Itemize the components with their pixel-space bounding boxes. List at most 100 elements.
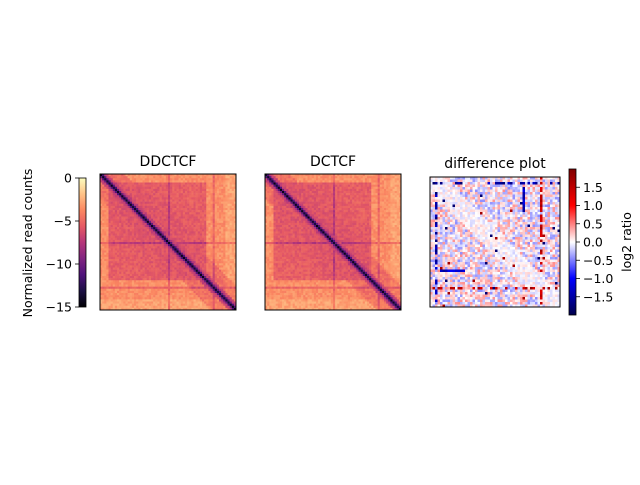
- heatmap-ddctcf-cell: [149, 248, 151, 250]
- heatmap-ddctcf-cell: [126, 176, 128, 178]
- heatmap-ddctcf-cell: [113, 257, 115, 259]
- heatmap-ddctcf-cell: [115, 255, 117, 257]
- heatmap-ddctcf-cell: [143, 221, 145, 223]
- heatmap-ddctcf-cell: [149, 240, 151, 242]
- heatmap-ddctcf-cell: [138, 289, 140, 291]
- heatmap-ddctcf-cell: [232, 259, 234, 261]
- heatmap-dctcf-cell: [363, 178, 365, 180]
- heatmap-dctcf-cell: [373, 180, 375, 182]
- heatmap-ddctcf-cell: [208, 200, 210, 202]
- heatmap-ddctcf-cell: [221, 204, 223, 206]
- heatmap-ddctcf-cell: [230, 176, 232, 178]
- heatmap-ddctcf-cell: [211, 299, 213, 301]
- heatmap-ddctcf-cell: [136, 223, 138, 225]
- heatmap-ddctcf-cell: [179, 259, 181, 261]
- heatmap-ddctcf-cell: [230, 178, 232, 180]
- heatmap-ddctcf-cell: [200, 282, 202, 284]
- heatmap-ddctcf-cell: [219, 253, 221, 255]
- heatmap-ddctcf-cell: [138, 206, 140, 208]
- heatmap-ddctcf-cell: [138, 214, 140, 216]
- heatmap-ddctcf-cell: [189, 185, 191, 187]
- heatmap-ddctcf-cell: [221, 248, 223, 250]
- heatmap-ddctcf-cell: [136, 253, 138, 255]
- heatmap-ddctcf-cell: [123, 261, 125, 263]
- heatmap-ddctcf-cell: [213, 225, 215, 227]
- heatmap-ddctcf-cell: [121, 193, 123, 195]
- heatmap-ddctcf-cell: [140, 289, 142, 291]
- heatmap-ddctcf-cell: [221, 263, 223, 265]
- heatmap-dctcf-cell: [361, 189, 363, 191]
- heatmap-ddctcf-cell: [174, 255, 176, 257]
- heatmap-ddctcf-cell: [179, 185, 181, 187]
- heatmap-dctcf-cell: [320, 202, 322, 204]
- heatmap-ddctcf-cell: [138, 255, 140, 257]
- heatmap-ddctcf-cell: [206, 200, 208, 202]
- heatmap-ddctcf-cell: [185, 231, 187, 233]
- heatmap-ddctcf-cell: [189, 227, 191, 229]
- heatmap-ddctcf-cell: [213, 221, 215, 223]
- heatmap-ddctcf-cell: [219, 176, 221, 178]
- heatmap-ddctcf-cell: [211, 187, 213, 189]
- heatmap-ddctcf-cell: [117, 287, 119, 289]
- heatmap-ddctcf-cell: [228, 225, 230, 227]
- heatmap-ddctcf-cell: [138, 270, 140, 272]
- heatmap-ddctcf-cell: [164, 240, 166, 242]
- heatmap-ddctcf-cell: [121, 299, 123, 301]
- heatmap-ddctcf-cell: [121, 242, 123, 244]
- heatmap-ddctcf-cell: [145, 306, 147, 308]
- heatmap-dctcf-cell: [337, 183, 339, 185]
- heatmap-ddctcf-cell: [204, 246, 206, 248]
- heatmap-ddctcf-cell: [132, 244, 134, 246]
- heatmap-ddctcf-cell: [194, 204, 196, 206]
- heatmap-ddctcf-cell: [187, 289, 189, 291]
- heatmap-ddctcf-cell: [185, 189, 187, 191]
- heatmap-ddctcf-cell: [115, 178, 117, 180]
- heatmap-ddctcf-cell: [160, 221, 162, 223]
- heatmap-ddctcf-cell: [111, 276, 113, 278]
- heatmap-ddctcf-cell: [179, 178, 181, 180]
- heatmap-ddctcf-cell: [136, 214, 138, 216]
- heatmap-ddctcf-cell: [206, 299, 208, 301]
- heatmap-ddctcf-cell: [179, 268, 181, 270]
- heatmap-ddctcf-cell: [225, 180, 227, 182]
- heatmap-ddctcf-cell: [160, 178, 162, 180]
- heatmap-ddctcf-cell: [119, 217, 121, 219]
- heatmap-ddctcf-cell: [123, 197, 125, 199]
- heatmap-ddctcf-cell: [132, 189, 134, 191]
- heatmap-ddctcf-cell: [113, 191, 115, 193]
- heatmap-ddctcf-cell: [157, 259, 159, 261]
- heatmap-ddctcf-cell: [166, 221, 168, 223]
- heatmap-ddctcf-cell: [174, 295, 176, 297]
- heatmap-ddctcf-cell: [202, 219, 204, 221]
- heatmap-ddctcf-cell: [232, 176, 234, 178]
- heatmap-ddctcf-cell: [183, 193, 185, 195]
- heatmap-ddctcf-cell: [109, 234, 111, 236]
- heatmap-ddctcf-cell: [194, 302, 196, 304]
- heatmap-ddctcf-cell: [185, 240, 187, 242]
- heatmap-ddctcf-cell: [134, 227, 136, 229]
- heatmap-ddctcf-cell: [179, 214, 181, 216]
- heatmap-ddctcf-cell: [126, 276, 128, 278]
- heatmap-ddctcf-cell: [208, 221, 210, 223]
- heatmap-ddctcf-cell: [215, 242, 217, 244]
- heatmap-ddctcf-cell: [179, 240, 181, 242]
- heatmap-ddctcf-cell: [189, 268, 191, 270]
- heatmap-ddctcf-cell: [170, 183, 172, 185]
- heatmap-ddctcf-cell: [134, 210, 136, 212]
- heatmap-ddctcf-cell: [155, 302, 157, 304]
- heatmap-ddctcf-cell: [215, 287, 217, 289]
- heatmap-ddctcf-cell: [164, 285, 166, 287]
- heatmap-ddctcf-cell: [172, 197, 174, 199]
- heatmap-ddctcf-cell: [106, 210, 108, 212]
- heatmap-ddctcf-cell: [228, 193, 230, 195]
- heatmap-ddctcf-cell: [181, 285, 183, 287]
- heatmap-dctcf-cell: [378, 187, 380, 189]
- heatmap-ddctcf-cell: [104, 176, 106, 178]
- heatmap-ddctcf-cell: [206, 176, 208, 178]
- heatmap-ddctcf-cell: [149, 197, 151, 199]
- heatmap-ddctcf-cell: [213, 253, 215, 255]
- heatmap-ddctcf-cell: [198, 200, 200, 202]
- heatmap-ddctcf-cell: [140, 261, 142, 263]
- heatmap-ddctcf-cell: [215, 200, 217, 202]
- heatmap-dctcf-cell: [335, 183, 337, 185]
